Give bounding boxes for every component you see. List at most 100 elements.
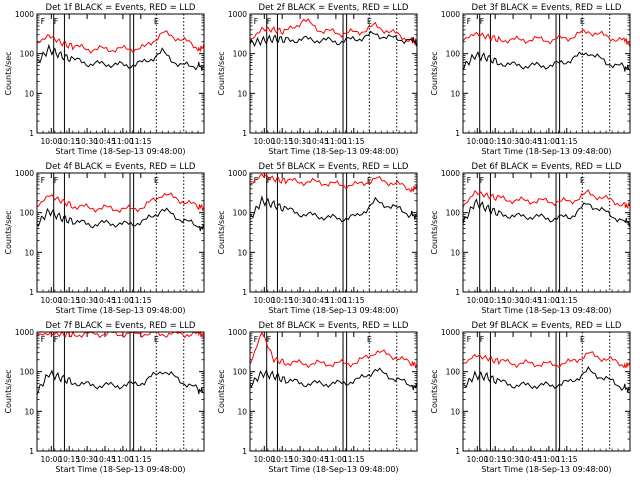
plot-frame bbox=[36, 13, 205, 134]
x-tick-label: 10:45 bbox=[307, 296, 329, 305]
series-events bbox=[36, 207, 205, 232]
event-marker-label: F bbox=[54, 176, 59, 185]
event-marker-label: E bbox=[580, 335, 585, 344]
x-axis-label: Start Time (18-Sep-13 09:48:00) bbox=[268, 306, 398, 315]
event-marker-label: E bbox=[367, 17, 372, 26]
x-tick-label: 10:30 bbox=[289, 137, 311, 146]
event-marker-label: F bbox=[254, 176, 259, 185]
y-tick-label: 1 bbox=[29, 447, 34, 456]
plot-frame bbox=[462, 172, 631, 293]
x-tick-label: 11:15 bbox=[343, 455, 365, 464]
series-lld bbox=[462, 189, 631, 210]
event-marker-label: E bbox=[367, 335, 372, 344]
event-marker-label: F bbox=[254, 335, 259, 344]
x-tick-label: 11:00 bbox=[325, 137, 347, 146]
y-tick-label: 1000 bbox=[15, 10, 34, 19]
series-events bbox=[36, 43, 205, 71]
y-axis-label: Counts/sec bbox=[430, 369, 439, 413]
x-tick-label: 10:30 bbox=[76, 137, 98, 146]
x-axis-label: Start Time (18-Sep-13 09:48:00) bbox=[481, 465, 611, 474]
x-tick-label: 10:45 bbox=[94, 296, 116, 305]
y-tick-label: 10 bbox=[237, 248, 247, 257]
x-axis-label: Start Time (18-Sep-13 09:48:00) bbox=[55, 465, 185, 474]
x-tick-label: 10:15 bbox=[58, 455, 80, 464]
y-tick-label: 1 bbox=[455, 129, 460, 138]
event-marker-label: F bbox=[54, 17, 59, 26]
x-tick-label: 10:30 bbox=[289, 296, 311, 305]
y-tick-label: 100 bbox=[446, 50, 461, 59]
x-tick-label: 10:45 bbox=[307, 455, 329, 464]
series-events bbox=[249, 30, 418, 48]
plot-frame bbox=[249, 172, 418, 293]
series-events bbox=[249, 367, 418, 391]
x-tick-label: 10:45 bbox=[520, 455, 542, 464]
y-axis-label: Counts/sec bbox=[4, 210, 13, 254]
event-marker-label: F bbox=[467, 17, 472, 26]
event-marker-label: F bbox=[480, 17, 485, 26]
y-axis-label: Counts/sec bbox=[217, 210, 226, 254]
chart-panel-9: Det 9f BLACK = Events, RED = LLD Start Ti… bbox=[430, 321, 631, 474]
series-events bbox=[463, 365, 631, 393]
chart-title: Det 7f BLACK = Events, RED = LLD bbox=[46, 321, 196, 331]
chart-panel-6: Det 6f BLACK = Events, RED = LLD Start Ti… bbox=[430, 162, 631, 315]
y-tick-label: 100 bbox=[233, 209, 248, 218]
y-tick-label: 1 bbox=[242, 288, 247, 297]
event-marker-label: E bbox=[154, 17, 159, 26]
y-tick-label: 1000 bbox=[441, 169, 460, 178]
x-axis-label: Start Time (18-Sep-13 09:48:00) bbox=[55, 147, 185, 156]
series-lld bbox=[249, 173, 418, 193]
chart-panel-5: Det 5f BLACK = Events, RED = LLD Start Ti… bbox=[217, 162, 418, 315]
x-tick-label: 11:00 bbox=[112, 455, 134, 464]
x-tick-label: 10:45 bbox=[94, 455, 116, 464]
y-tick-label: 1 bbox=[29, 129, 34, 138]
series-lld bbox=[462, 29, 631, 47]
x-tick-label: 11:15 bbox=[556, 296, 578, 305]
x-tick-label: 11:15 bbox=[556, 455, 578, 464]
x-tick-label: 11:15 bbox=[343, 296, 365, 305]
x-axis-label: Start Time (18-Sep-13 09:48:00) bbox=[268, 147, 398, 156]
x-tick-label: 11:15 bbox=[130, 296, 152, 305]
x-tick-label: 11:00 bbox=[112, 137, 134, 146]
chart-title: Det 8f BLACK = Events, RED = LLD bbox=[259, 321, 409, 331]
event-marker-label: F bbox=[480, 335, 485, 344]
x-axis-label: Start Time (18-Sep-13 09:48:00) bbox=[481, 147, 611, 156]
y-axis-label: Counts/sec bbox=[4, 369, 13, 413]
x-axis-label: Start Time (18-Sep-13 09:48:00) bbox=[55, 306, 185, 315]
event-marker-label: E bbox=[580, 176, 585, 185]
x-tick-label: 10:15 bbox=[271, 137, 293, 146]
event-marker-label: E bbox=[367, 176, 372, 185]
x-tick-label: 10:00 bbox=[254, 137, 276, 146]
x-tick-label: 10:45 bbox=[520, 296, 542, 305]
y-tick-label: 1 bbox=[242, 447, 247, 456]
event-marker-label: F bbox=[41, 176, 46, 185]
event-marker-label: F bbox=[480, 176, 485, 185]
series-lld bbox=[36, 330, 205, 339]
y-tick-label: 10 bbox=[24, 89, 34, 98]
x-tick-label: 10:30 bbox=[502, 296, 524, 305]
y-tick-label: 1 bbox=[455, 288, 460, 297]
event-marker-label: F bbox=[254, 17, 259, 26]
chart-panel-4: Det 4f BLACK = Events, RED = LLD Start Ti… bbox=[4, 162, 205, 315]
x-tick-label: 10:30 bbox=[502, 137, 524, 146]
chart-title: Det 5f BLACK = Events, RED = LLD bbox=[259, 162, 409, 172]
chart-panel-8: Det 8f BLACK = Events, RED = LLD Start Ti… bbox=[217, 321, 418, 474]
y-tick-label: 10 bbox=[450, 89, 460, 98]
series-lld bbox=[249, 331, 418, 369]
y-tick-label: 100 bbox=[233, 368, 248, 377]
x-tick-label: 10:00 bbox=[467, 296, 489, 305]
y-tick-label: 1000 bbox=[15, 169, 34, 178]
x-tick-label: 11:00 bbox=[538, 455, 560, 464]
y-tick-label: 1000 bbox=[15, 328, 34, 337]
series-lld bbox=[462, 351, 631, 369]
y-tick-label: 1 bbox=[29, 288, 34, 297]
x-tick-label: 11:00 bbox=[538, 296, 560, 305]
x-tick-label: 10:45 bbox=[520, 137, 542, 146]
x-tick-label: 11:00 bbox=[325, 455, 347, 464]
x-axis-label: Start Time (18-Sep-13 09:48:00) bbox=[268, 465, 398, 474]
x-tick-label: 10:30 bbox=[502, 455, 524, 464]
y-tick-label: 100 bbox=[446, 368, 461, 377]
plot-frame bbox=[249, 13, 418, 134]
plot-frame bbox=[36, 331, 205, 452]
x-tick-label: 10:15 bbox=[271, 296, 293, 305]
